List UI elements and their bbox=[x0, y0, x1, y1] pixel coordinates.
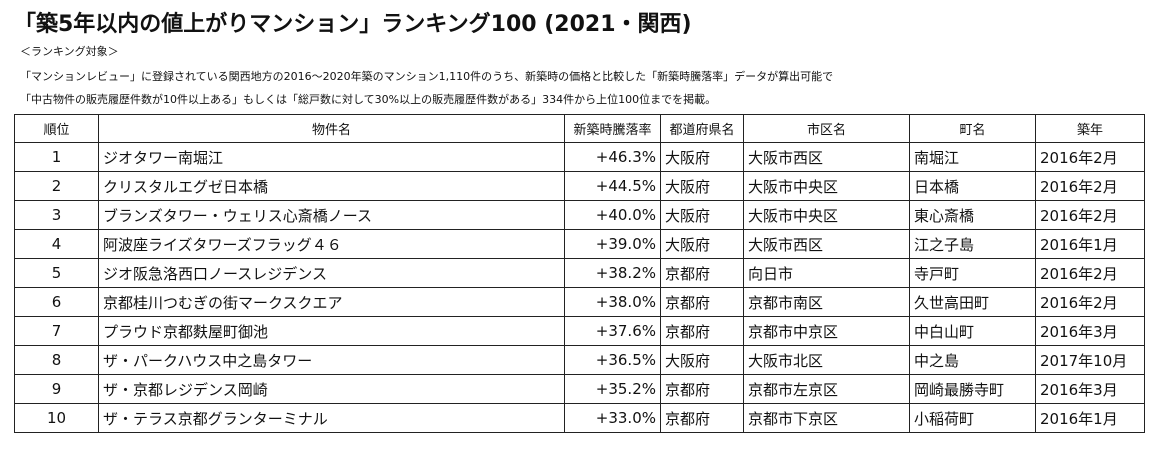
cell-prefecture: 京都府 bbox=[660, 287, 744, 317]
table-row: 7 プラウド京都麩屋町御池 +37.6% 京都府 京都市中京区 中白山町 2016年3月 bbox=[14, 316, 1145, 346]
cell-name: 京都桂川つむぎの街マークスクエア bbox=[98, 287, 565, 317]
cell-city: 京都市中京区 bbox=[743, 316, 910, 346]
target-description-line-1: 「マンションレビュー」に登録されている関西地方の2016〜2020年築のマンショ… bbox=[20, 70, 834, 83]
cell-prefecture: 大阪府 bbox=[660, 345, 744, 375]
cell-rank: 4 bbox=[14, 229, 99, 259]
header-rank: 順位 bbox=[14, 114, 99, 143]
page-title: 「築5年以内の値上がりマンション」ランキング100 (2021・関西) bbox=[14, 12, 692, 37]
cell-rank: 1 bbox=[14, 142, 99, 172]
header-built: 築年 bbox=[1035, 114, 1145, 143]
header-prefecture: 都道府県名 bbox=[660, 114, 744, 143]
cell-name: ザ・京都レジデンス岡崎 bbox=[98, 374, 565, 404]
cell-town: 日本橋 bbox=[909, 171, 1036, 201]
cell-town: 南堀江 bbox=[909, 142, 1036, 172]
cell-built: 2016年1月 bbox=[1035, 403, 1145, 433]
cell-prefecture: 京都府 bbox=[660, 258, 744, 288]
cell-town: 寺戸町 bbox=[909, 258, 1036, 288]
target-label: ＜ランキング対象＞ bbox=[20, 45, 119, 58]
cell-town: 中之島 bbox=[909, 345, 1036, 375]
header-name: 物件名 bbox=[98, 114, 565, 143]
cell-rate: +40.0% bbox=[564, 200, 661, 230]
cell-rate: +33.0% bbox=[564, 403, 661, 433]
cell-rank: 6 bbox=[14, 287, 99, 317]
cell-built: 2016年1月 bbox=[1035, 229, 1145, 259]
cell-rate: +44.5% bbox=[564, 171, 661, 201]
cell-built: 2016年2月 bbox=[1035, 258, 1145, 288]
header-city: 市区名 bbox=[743, 114, 910, 143]
cell-rank: 10 bbox=[14, 403, 99, 433]
cell-name: ジオタワー南堀江 bbox=[98, 142, 565, 172]
cell-city: 向日市 bbox=[743, 258, 910, 288]
cell-city: 大阪市西区 bbox=[743, 142, 910, 172]
cell-built: 2017年10月 bbox=[1035, 345, 1145, 375]
cell-rank: 7 bbox=[14, 316, 99, 346]
cell-rate: +37.6% bbox=[564, 316, 661, 346]
target-description-line-2: 「中古物件の販売履歴件数が10件以上ある」もしくは「総戸数に対して30%以上の販… bbox=[20, 93, 717, 106]
cell-city: 大阪市中央区 bbox=[743, 171, 910, 201]
cell-name: ザ・パークハウス中之島タワー bbox=[98, 345, 565, 375]
header-town: 町名 bbox=[909, 114, 1036, 143]
cell-built: 2016年2月 bbox=[1035, 142, 1145, 172]
cell-city: 大阪市西区 bbox=[743, 229, 910, 259]
cell-built: 2016年2月 bbox=[1035, 287, 1145, 317]
cell-rank: 2 bbox=[14, 171, 99, 201]
cell-rank: 5 bbox=[14, 258, 99, 288]
table-body: 1 ジオタワー南堀江 +46.3% 大阪府 大阪市西区 南堀江 2016年2月 2 クリスタルエ… bbox=[14, 142, 1145, 433]
cell-name: 阿波座ライズタワーズフラッグ４６ bbox=[98, 229, 565, 259]
cell-name: ブランズタワー・ウェリス心斎橋ノース bbox=[98, 200, 565, 230]
cell-rate: +46.3% bbox=[564, 142, 661, 172]
cell-prefecture: 京都府 bbox=[660, 403, 744, 433]
cell-rate: +39.0% bbox=[564, 229, 661, 259]
table-row: 9 ザ・京都レジデンス岡崎 +35.2% 京都府 京都市左京区 岡崎最勝寺町 2016年3月 bbox=[14, 374, 1145, 404]
cell-built: 2016年2月 bbox=[1035, 200, 1145, 230]
cell-town: 東心斎橋 bbox=[909, 200, 1036, 230]
cell-town: 久世高田町 bbox=[909, 287, 1036, 317]
table-row: 8 ザ・パークハウス中之島タワー +36.5% 大阪府 大阪市北区 中之島 2017年10月 bbox=[14, 345, 1145, 375]
cell-rank: 9 bbox=[14, 374, 99, 404]
cell-prefecture: 大阪府 bbox=[660, 229, 744, 259]
cell-prefecture: 京都府 bbox=[660, 374, 744, 404]
cell-name: ザ・テラス京都グランターミナル bbox=[98, 403, 565, 433]
cell-prefecture: 京都府 bbox=[660, 316, 744, 346]
cell-rate: +38.2% bbox=[564, 258, 661, 288]
table-row: 10 ザ・テラス京都グランターミナル +33.0% 京都府 京都市下京区 小稲荷町 2016… bbox=[14, 403, 1145, 433]
cell-built: 2016年3月 bbox=[1035, 316, 1145, 346]
table-row: 2 クリスタルエグゼ日本橋 +44.5% 大阪府 大阪市中央区 日本橋 2016年2月 bbox=[14, 171, 1145, 201]
cell-city: 大阪市北区 bbox=[743, 345, 910, 375]
cell-rank: 3 bbox=[14, 200, 99, 230]
cell-city: 京都市南区 bbox=[743, 287, 910, 317]
table-row: 5 ジオ阪急洛西口ノースレジデンス +38.2% 京都府 向日市 寺戸町 2016年2月 bbox=[14, 258, 1145, 288]
cell-town: 江之子島 bbox=[909, 229, 1036, 259]
cell-name: ジオ阪急洛西口ノースレジデンス bbox=[98, 258, 565, 288]
table-header-row: 順位 物件名 新築時騰落率 都道府県名 市区名 町名 築年 bbox=[14, 114, 1145, 143]
cell-town: 岡崎最勝寺町 bbox=[909, 374, 1036, 404]
cell-city: 京都市下京区 bbox=[743, 403, 910, 433]
cell-name: プラウド京都麩屋町御池 bbox=[98, 316, 565, 346]
cell-rate: +36.5% bbox=[564, 345, 661, 375]
cell-prefecture: 大阪府 bbox=[660, 171, 744, 201]
table-row: 3 ブランズタワー・ウェリス心斎橋ノース +40.0% 大阪府 大阪市中央区 東心斎橋 20… bbox=[14, 200, 1145, 230]
cell-rate: +38.0% bbox=[564, 287, 661, 317]
cell-city: 大阪市中央区 bbox=[743, 200, 910, 230]
cell-rank: 8 bbox=[14, 345, 99, 375]
cell-name: クリスタルエグゼ日本橋 bbox=[98, 171, 565, 201]
table-row: 1 ジオタワー南堀江 +46.3% 大阪府 大阪市西区 南堀江 2016年2月 bbox=[14, 142, 1145, 172]
cell-town: 小稲荷町 bbox=[909, 403, 1036, 433]
cell-town: 中白山町 bbox=[909, 316, 1036, 346]
cell-prefecture: 大阪府 bbox=[660, 200, 744, 230]
table-row: 6 京都桂川つむぎの街マークスクエア +38.0% 京都府 京都市南区 久世高田町 2016… bbox=[14, 287, 1145, 317]
cell-city: 京都市左京区 bbox=[743, 374, 910, 404]
ranking-table: 順位 物件名 新築時騰落率 都道府県名 市区名 町名 築年 1 ジオタワー南堀江 +… bbox=[14, 114, 1145, 433]
cell-rate: +35.2% bbox=[564, 374, 661, 404]
cell-built: 2016年2月 bbox=[1035, 171, 1145, 201]
table-row: 4 阿波座ライズタワーズフラッグ４６ +39.0% 大阪府 大阪市西区 江之子島 2016年… bbox=[14, 229, 1145, 259]
cell-built: 2016年3月 bbox=[1035, 374, 1145, 404]
cell-prefecture: 大阪府 bbox=[660, 142, 744, 172]
header-rate: 新築時騰落率 bbox=[564, 114, 661, 143]
